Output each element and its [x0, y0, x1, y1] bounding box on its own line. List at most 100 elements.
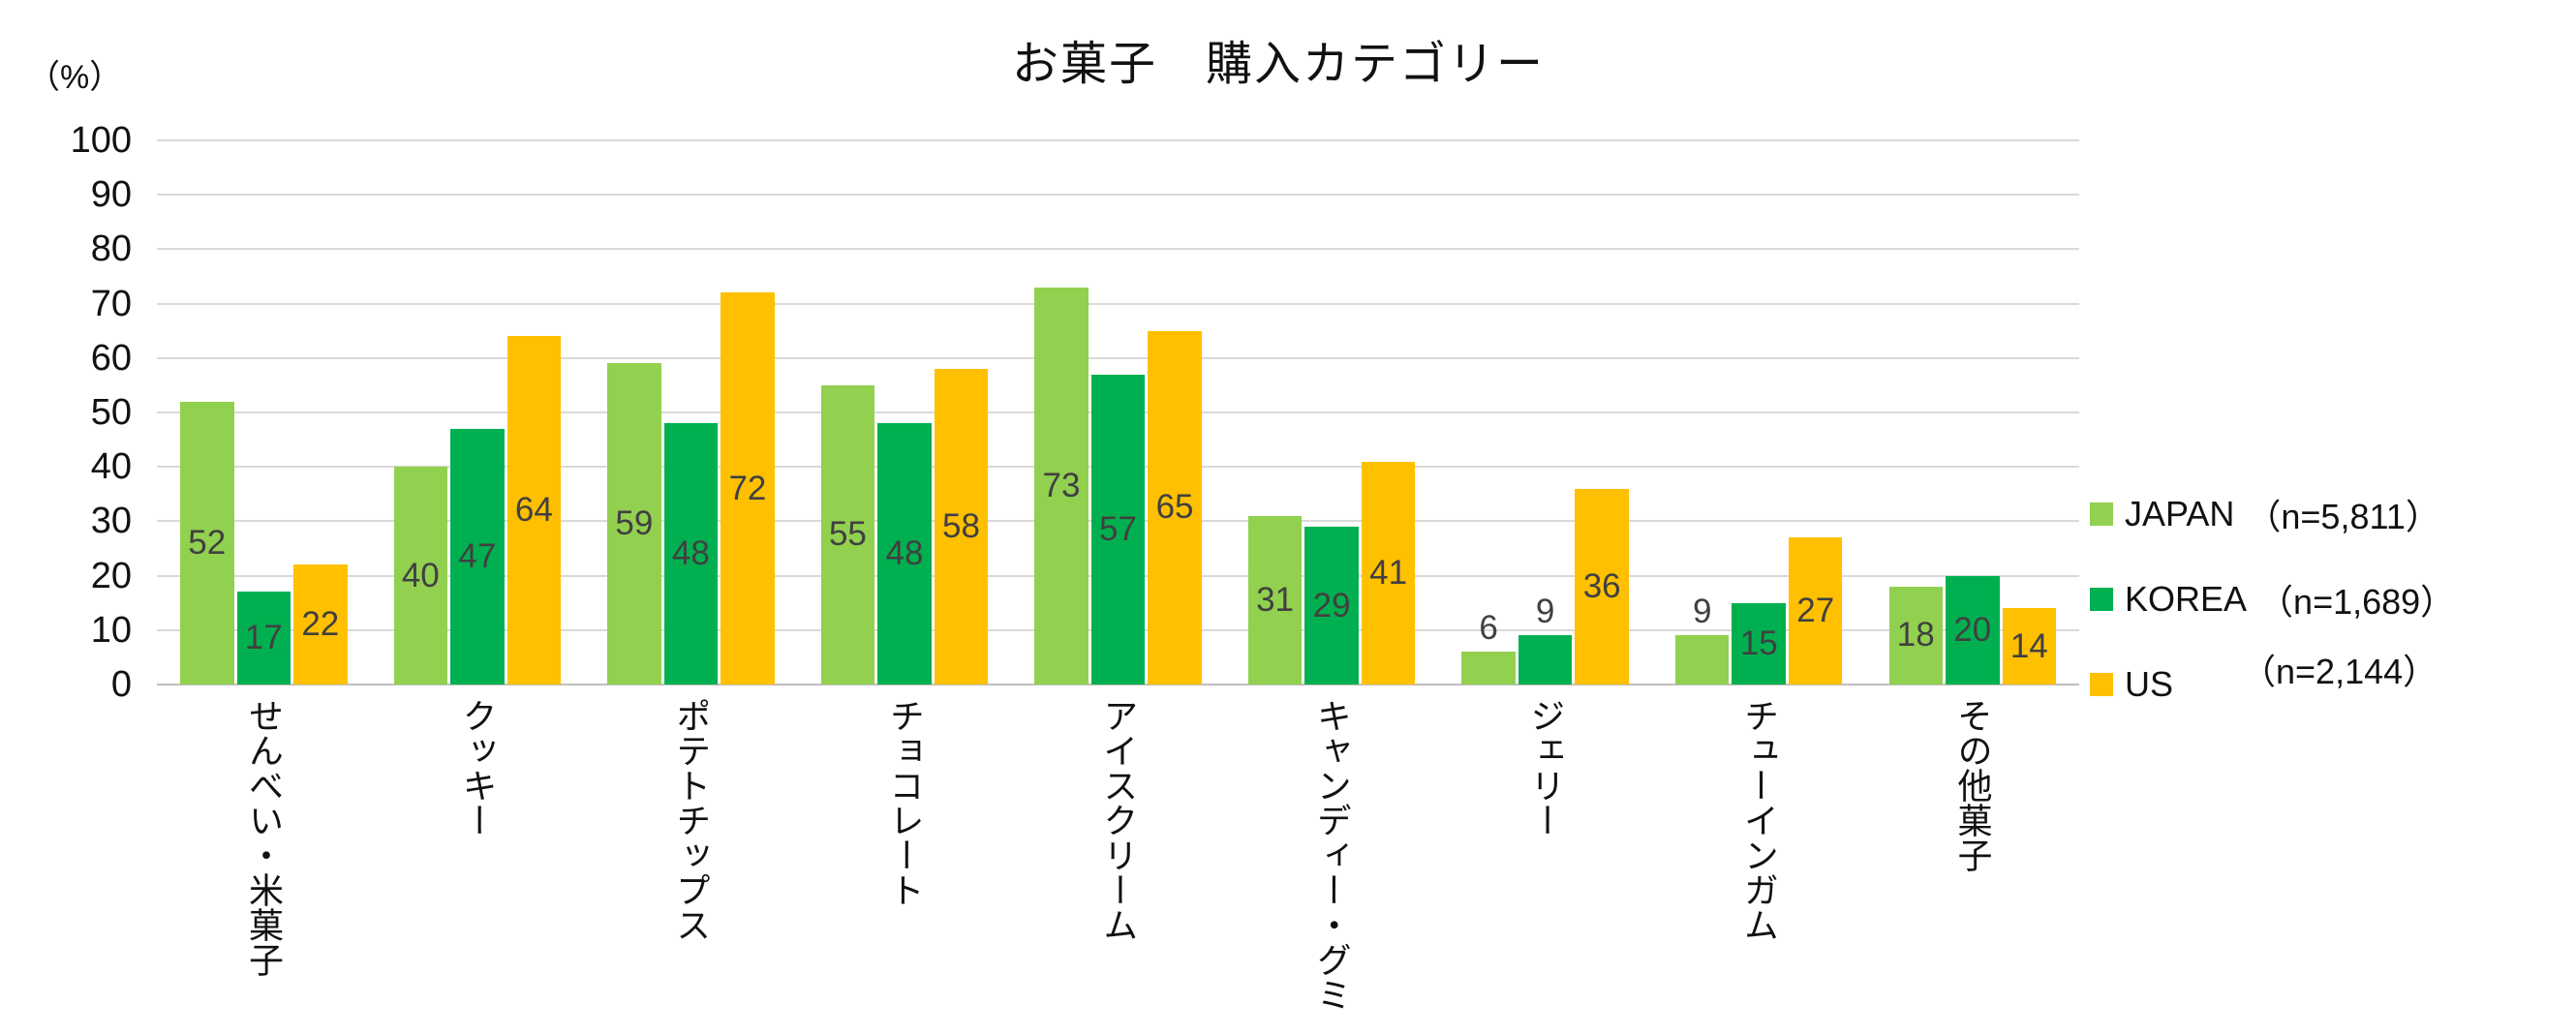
bar-data-label: 40: [401, 556, 440, 594]
x-category-label: チューインガム: [1738, 698, 1779, 942]
x-category-cell-2: クッキー: [371, 698, 585, 837]
x-category-cell-3: ポテトチップス: [584, 698, 798, 942]
x-category-label: アイスクリーム: [1098, 698, 1139, 942]
x-category-cell-8: チューインガム: [1652, 698, 1866, 942]
x-axis-category-labels: せんべい・米菓子 クッキー ポテトチップス チョコレート アイスクリーム キャンディー・グ…: [157, 698, 2079, 1012]
bar-japan-4: 55: [820, 384, 875, 685]
y-tick-label-80: 80: [90, 228, 132, 270]
bar-data-label: 9: [1535, 593, 1555, 631]
bar-korea-7: 9: [1518, 593, 1573, 685]
x-category-label: その他菓子: [1952, 698, 1993, 872]
gridline: [157, 139, 2079, 141]
bar-group-5: 73 57 65: [1011, 140, 1225, 685]
y-tick-label-0: 0: [110, 664, 132, 705]
bar-group-3: 59 48 72: [584, 140, 798, 685]
legend-item-japan: JAPAN （n=5,811）: [2090, 489, 2455, 539]
x-category-cell-4: チョコレート: [798, 698, 1012, 907]
bar-data-label: 20: [1953, 610, 1992, 649]
bar-data-label: 18: [1896, 616, 1935, 654]
y-tick-label-100: 100: [70, 120, 132, 161]
bar-data-label: 52: [188, 523, 227, 562]
bar-us-1: 22: [293, 564, 348, 685]
legend: JAPAN （n=5,811） KOREA （n=1,689） US （n=2,144）: [2090, 489, 2455, 710]
bar-data-label: 47: [458, 536, 497, 575]
gridline: [157, 356, 2079, 359]
plot-area: 52 17 22 40 47 64 59 48 72 55 48 58 73 57 65 31 29 41 6 9 36…: [157, 139, 2079, 685]
x-category-label: せんべい・米菓子: [243, 698, 284, 977]
bar-group-1: 52 17 22: [157, 140, 371, 685]
x-category-label: ポテトチップス: [671, 698, 712, 942]
bar-japan-6: 31: [1247, 515, 1303, 685]
bar-korea-1: 17: [236, 592, 291, 685]
bar-data-label: 29: [1312, 586, 1351, 624]
y-tick-label-20: 20: [90, 555, 132, 596]
legend-item-korea: KOREA （n=1,689）: [2090, 574, 2455, 624]
bar-data-label: 41: [1369, 553, 1408, 592]
legend-swatch-us: [2090, 673, 2113, 696]
x-category-label: クッキー: [457, 698, 498, 837]
bar-group-2: 40 47 64: [371, 140, 585, 685]
bar-us-6: 41: [1361, 461, 1416, 685]
y-axis-unit-label: （%）: [27, 59, 123, 96]
bar-us-7: 36: [1575, 488, 1629, 685]
bar-korea-5: 57: [1090, 374, 1146, 685]
bar-data-label: 17: [244, 619, 283, 657]
bar-korea-2: 47: [450, 428, 505, 685]
x-category-label: チョコレート: [884, 698, 925, 907]
bar-korea-4: 48: [877, 423, 932, 685]
bar-data-label: 22: [301, 605, 340, 644]
bar-japan-9: 18: [1888, 586, 1944, 685]
y-tick-label-60: 60: [90, 337, 132, 379]
bar-us-4: 58: [934, 369, 989, 685]
x-category-cell-5: アイスクリーム: [1011, 698, 1225, 942]
legend-series-name: KOREA: [2125, 579, 2248, 619]
gridline: [157, 302, 2079, 305]
bar-data-label: 55: [828, 515, 867, 554]
y-tick-label-40: 40: [90, 446, 132, 488]
bar-data-label: 36: [1582, 566, 1621, 605]
x-category-cell-6: キャンディー・グミ: [1225, 698, 1439, 1012]
bar-groups: 52 17 22 40 47 64 59 48 72 55 48 58 73 57 65 31 29 41 6 9 36…: [157, 140, 2079, 685]
bar-korea-6: 29: [1304, 527, 1359, 685]
bar-data-label: 65: [1155, 488, 1194, 527]
bar-korea-3: 48: [663, 423, 719, 685]
bar-data-label: 48: [885, 534, 924, 573]
bar-us-5: 65: [1148, 330, 1202, 685]
bar-us-8: 27: [1788, 537, 1843, 685]
bar-us-9: 14: [2002, 608, 2057, 685]
legend-series-name: US: [2125, 664, 2174, 704]
bar-group-6: 31 29 41: [1225, 140, 1439, 685]
bar-group-7: 6 9 36: [1438, 140, 1652, 685]
bar-us-3: 72: [721, 292, 775, 685]
bar-data-label: 59: [615, 504, 654, 543]
bar-group-4: 55 48 58: [798, 140, 1012, 685]
x-axis-line: [157, 684, 2079, 685]
x-category-label: ジェリー: [1525, 698, 1566, 837]
bar-japan-8: 9: [1674, 593, 1730, 685]
y-tick-label-70: 70: [90, 283, 132, 324]
bar-korea-9: 20: [1946, 575, 2000, 685]
bar-data-label: 14: [2009, 626, 2048, 665]
legend-series-n: （n=5,811）: [2246, 497, 2440, 536]
bar-korea-8: 15: [1732, 602, 1786, 685]
bar-data-label: 27: [1796, 592, 1835, 630]
bar-data-label: 15: [1739, 624, 1778, 662]
bar-data-label: 64: [514, 491, 553, 530]
bar-data-label: 31: [1256, 580, 1295, 619]
legend-swatch-korea: [2090, 588, 2113, 611]
bar-group-8: 9 15 27: [1652, 140, 1866, 685]
gridline: [157, 194, 2079, 197]
chart-title: お菓子 購入カテゴリー: [1011, 39, 1545, 90]
y-tick-label-90: 90: [90, 174, 132, 216]
bar-data-label: 6: [1479, 609, 1498, 648]
legend-series-name: JAPAN: [2125, 494, 2235, 533]
bar-data-label: 48: [671, 534, 710, 573]
bar-japan-7: 6: [1461, 609, 1516, 685]
y-tick-label-30: 30: [90, 501, 132, 542]
bar-japan-1: 52: [180, 401, 234, 685]
bar-japan-2: 40: [393, 467, 448, 685]
legend-swatch-japan: [2090, 502, 2113, 526]
x-category-cell-1: せんべい・米菓子: [157, 698, 371, 977]
bar-data-label: 72: [728, 469, 767, 507]
x-category-cell-7: ジェリー: [1438, 698, 1652, 837]
